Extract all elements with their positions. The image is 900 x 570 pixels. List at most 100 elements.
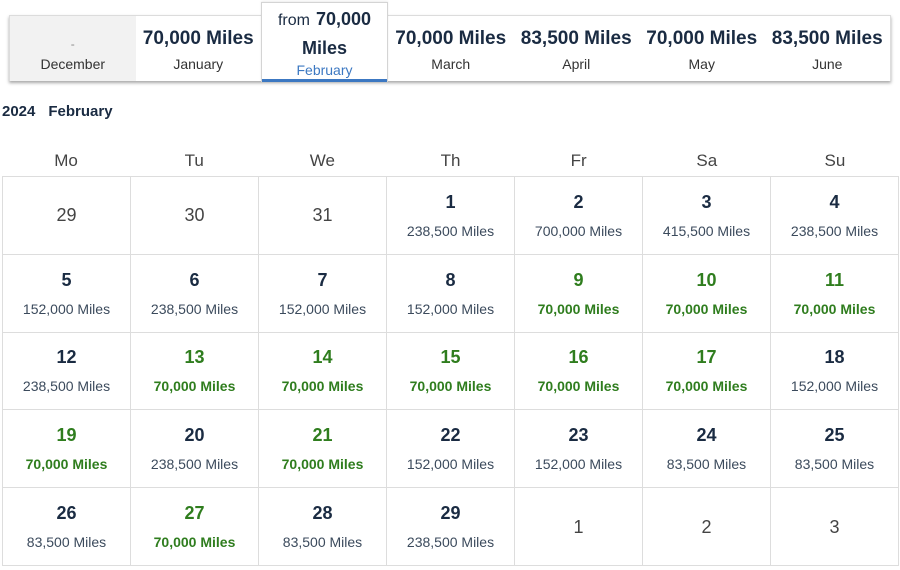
calendar-day-cell[interactable]: 26 83,500 Miles [3, 488, 131, 566]
month-tab-may[interactable]: 70,000 Miles May [639, 16, 765, 81]
day-number: 17 [696, 347, 717, 368]
day-price: 152,000 Miles [406, 300, 495, 317]
calendar-day-cell[interactable]: 1 238,500 Miles [387, 177, 515, 255]
selected-underline [262, 79, 387, 82]
day-number: 3 [829, 516, 840, 537]
calendar-day-cell[interactable]: 11 70,000 Miles [771, 254, 899, 333]
month-price: 70,000 Miles [646, 28, 758, 49]
calendar-day-cell[interactable]: 5 152,000 Miles [3, 254, 131, 333]
month-name: February [296, 62, 353, 78]
day-number: 23 [568, 425, 589, 446]
day-number: 9 [573, 269, 584, 290]
day-price: 238,500 Miles [790, 222, 879, 239]
calendar-day-cell[interactable]: 10 70,000 Miles [643, 254, 771, 333]
calendar-day-cell[interactable]: 19 70,000 Miles [3, 410, 131, 489]
day-number: 6 [189, 269, 200, 290]
day-price: 70,000 Miles [537, 300, 620, 317]
day-number: 18 [824, 347, 845, 368]
month-name: June [812, 56, 843, 72]
month-tab-april[interactable]: 83,500 Miles April [514, 16, 640, 81]
month-price: 70,000 Miles [142, 28, 254, 49]
weekday-label: Su [824, 151, 846, 170]
day-price: 238,500 Miles [150, 300, 239, 317]
calendar-day-cell[interactable]: 14 70,000 Miles [259, 332, 387, 411]
calendar-day-outside-month: 1 [515, 488, 643, 566]
calendar-day-cell[interactable]: 3 415,500 Miles [643, 177, 771, 255]
day-number: 26 [56, 503, 77, 524]
day-number: 14 [312, 347, 333, 368]
period-month: February [48, 103, 113, 120]
month-price: 70,000 Miles [395, 28, 507, 49]
day-price: 70,000 Miles [281, 456, 364, 473]
day-price: 152,000 Miles [790, 378, 879, 395]
day-price: 83,500 Miles [282, 534, 363, 551]
month-name: April [562, 56, 591, 72]
calendar-day-cell[interactable]: 21 70,000 Miles [259, 410, 387, 489]
calendar-day-outside-month: 30 [131, 177, 259, 255]
calendar-day-cell[interactable]: 13 70,000 Miles [131, 332, 259, 411]
calendar-day-cell[interactable]: 12 238,500 Miles [3, 332, 131, 411]
day-number: 22 [440, 425, 461, 446]
calendar-day-cell[interactable]: 9 70,000 Miles [515, 254, 643, 333]
day-number: 30 [184, 205, 205, 226]
day-number: 8 [445, 269, 456, 290]
month-name: December [40, 56, 106, 72]
day-price: 70,000 Miles [153, 534, 236, 551]
day-number: 12 [56, 347, 77, 368]
month-name: January [173, 56, 224, 72]
from-label: from [277, 12, 310, 29]
calendar-day-cell[interactable]: 15 70,000 Miles [387, 332, 515, 411]
month-tab-january[interactable]: 70,000 Miles January [136, 16, 262, 81]
calendar-day-cell[interactable]: 2 700,000 Miles [515, 177, 643, 255]
month-name: May [688, 56, 715, 72]
day-price: 152,000 Miles [278, 300, 367, 317]
from-price-line: from 70,000 [278, 9, 371, 31]
day-price: 70,000 Miles [409, 378, 492, 395]
weekday-label: Fr [570, 151, 587, 170]
calendar-day-cell[interactable]: 25 83,500 Miles [771, 410, 899, 489]
month-tab-december[interactable]: - December [10, 16, 136, 81]
calendar-day-cell[interactable]: 29 238,500 Miles [387, 488, 515, 566]
calendar-day-cell[interactable]: 18 152,000 Miles [771, 332, 899, 411]
calendar-day-cell[interactable]: 17 70,000 Miles [643, 332, 771, 411]
calendar-day-cell[interactable]: 16 70,000 Miles [515, 332, 643, 411]
month-tab-march[interactable]: 70,000 Miles March [388, 16, 514, 81]
calendar-day-cell[interactable]: 23 152,000 Miles [515, 410, 643, 489]
weekday-label: Th [440, 151, 461, 170]
day-price: 70,000 Miles [25, 456, 108, 473]
calendar-day-cell[interactable]: 7 152,000 Miles [259, 254, 387, 333]
day-price: 70,000 Miles [665, 378, 748, 395]
day-price: 238,500 Miles [406, 222, 495, 239]
month-tab-june[interactable]: 83,500 Miles June [765, 16, 891, 81]
calendar-day-cell[interactable]: 28 83,500 Miles [259, 488, 387, 566]
day-price: 70,000 Miles [537, 378, 620, 395]
month-strip: - December 70,000 Miles January 70,000 M… [9, 2, 891, 82]
day-price: 70,000 Miles [281, 378, 364, 395]
calendar-day-outside-month: 31 [259, 177, 387, 255]
weekday-label: Tu [184, 151, 204, 170]
day-number: 25 [824, 425, 845, 446]
day-price: 238,500 Miles [22, 378, 111, 395]
calendar-day-cell[interactable]: 4 238,500 Miles [771, 177, 899, 255]
month-tab-february-selected[interactable]: from 70,000 Miles February [261, 2, 388, 82]
calendar-day-cell[interactable]: 20 238,500 Miles [131, 410, 259, 489]
calendar-day-cell[interactable]: 8 152,000 Miles [387, 254, 515, 333]
day-number: 21 [312, 425, 333, 446]
calendar-day-cell[interactable]: 27 70,000 Miles [131, 488, 259, 566]
calendar-day-cell[interactable]: 6 238,500 Miles [131, 254, 259, 333]
day-price: 238,500 Miles [406, 534, 495, 551]
day-number: 24 [696, 425, 717, 446]
calendar-day-cell[interactable]: 24 83,500 Miles [643, 410, 771, 489]
day-number: 4 [829, 191, 840, 212]
calendar-grid: 29 30 31 1 238,500 Miles 2 700,000 Miles 3 415,5… [2, 176, 899, 566]
day-number: 11 [824, 269, 845, 290]
miles-label: Miles [301, 38, 348, 58]
day-price: 152,000 Miles [22, 300, 111, 317]
weekday-label: Mo [54, 151, 78, 170]
day-price: 70,000 Miles [153, 378, 236, 395]
day-number: 2 [573, 191, 584, 212]
day-number: 5 [61, 269, 72, 290]
weekday-label: Sa [696, 151, 718, 170]
calendar-day-cell[interactable]: 22 152,000 Miles [387, 410, 515, 489]
day-number: 28 [312, 503, 333, 524]
